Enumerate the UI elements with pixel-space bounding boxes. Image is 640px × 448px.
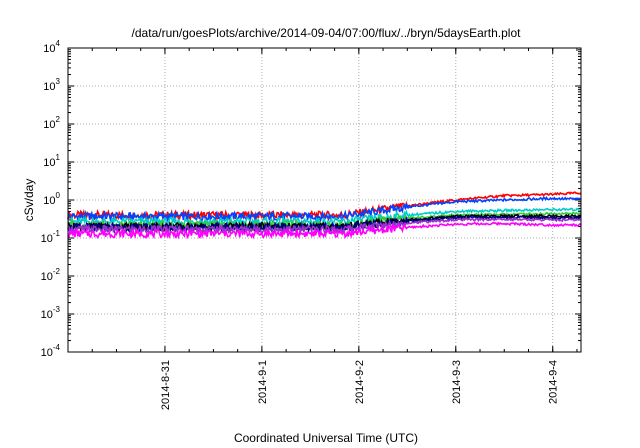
y-tick-label: 10-1	[41, 229, 61, 245]
x-axis-label: Coordinated Universal Time (UTC)	[234, 431, 418, 445]
y-tick-label: 104	[43, 39, 60, 55]
x-tick-label: 2014-8-31	[160, 360, 172, 410]
plot-frame	[67, 47, 582, 353]
y-tick-label: 100	[43, 191, 60, 207]
chart-title: /data/run/goesPlots/archive/2014-09-04/0…	[132, 26, 522, 40]
y-axis-label: cSv/day	[22, 179, 36, 222]
x-tick-label: 2014-9-4	[548, 360, 560, 404]
x-tick-labels: 2014-8-31 2014-9-1 2014-9-2 2014-9-3 2014-9-…	[160, 360, 560, 410]
y-tick-label: 101	[43, 153, 60, 169]
y-tick-label: 103	[43, 77, 60, 93]
x-tick-label: 2014-9-2	[354, 360, 366, 404]
series-line	[67, 217, 582, 236]
series-line	[67, 221, 582, 240]
y-tick-labels: 10-4 10-3 10-2 10-1 100 101 102 103 104	[41, 39, 61, 359]
x-tick-label: 2014-9-3	[451, 360, 463, 404]
x-tick-label: 2014-9-1	[257, 360, 269, 404]
y-tick-label: 10-2	[41, 267, 61, 283]
y-tick-label: 10-3	[41, 305, 61, 321]
series-group	[67, 191, 582, 240]
y-tick-label: 10-4	[41, 343, 61, 359]
series-line	[67, 207, 582, 229]
y-tick-label: 102	[43, 115, 60, 131]
